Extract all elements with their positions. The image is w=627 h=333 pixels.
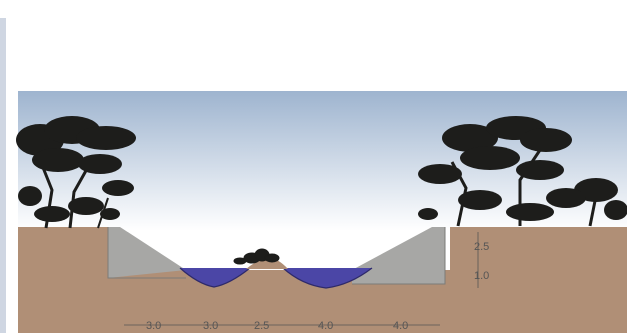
left-trees xyxy=(16,116,136,229)
left-channel-water xyxy=(180,268,250,287)
left-embankment xyxy=(108,227,186,278)
left-edge-strip xyxy=(0,18,6,333)
embankment-outline xyxy=(107,227,186,279)
width-label-3: 2.5 xyxy=(254,320,269,332)
width-label-1: 3.0 xyxy=(146,320,161,332)
height-label-upper: 2.5 xyxy=(474,241,489,253)
embankment-outline-right xyxy=(352,227,446,285)
width-dimensions: 3.0 3.0 2.5 4.0 4.0 xyxy=(124,320,440,332)
island-shrub xyxy=(233,248,280,265)
width-label-4: 4.0 xyxy=(318,320,333,332)
right-trees xyxy=(418,116,627,227)
height-label-lower: 1.0 xyxy=(474,270,489,282)
right-channel-water xyxy=(283,268,372,288)
width-label-2: 3.0 xyxy=(203,320,218,332)
right-embankment xyxy=(352,227,445,284)
width-label-5: 4.0 xyxy=(393,320,408,332)
height-dimensions: 2.5 1.0 xyxy=(474,232,489,288)
